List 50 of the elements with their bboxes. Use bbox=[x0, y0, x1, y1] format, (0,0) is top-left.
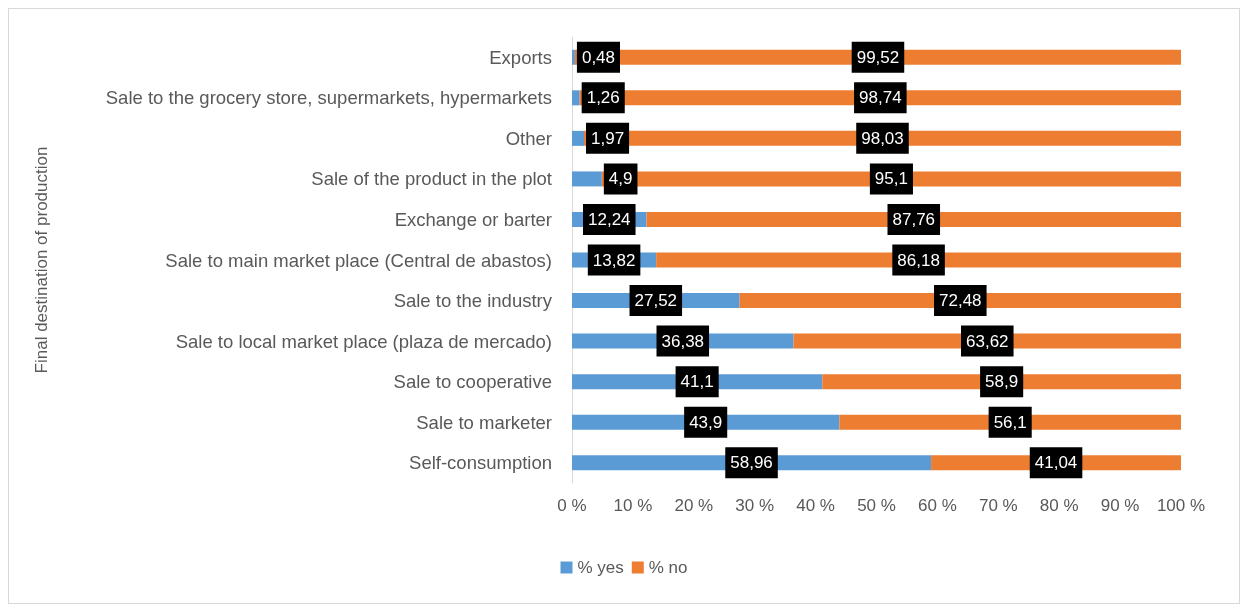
data-label: 99,52 bbox=[856, 47, 900, 67]
data-label: 43,9 bbox=[689, 412, 723, 432]
data-label: 72,48 bbox=[939, 291, 982, 311]
data-label: 58,9 bbox=[985, 372, 1019, 392]
y-tick-label: Exports bbox=[489, 46, 552, 68]
x-tick-label: 30 % bbox=[735, 496, 775, 515]
y-tick-label: Sale to the grocery store, supermarkets, hypermarkets bbox=[105, 87, 552, 109]
data-label: 12,24 bbox=[588, 209, 631, 229]
data-label: 98,74 bbox=[859, 88, 902, 108]
data-label: 56,1 bbox=[993, 412, 1027, 432]
bar bbox=[572, 90, 580, 106]
legend-label: % yes bbox=[577, 558, 624, 577]
y-tick-label: Sale to cooperative bbox=[393, 371, 552, 393]
data-label: 87,76 bbox=[892, 209, 936, 229]
y-tick-label: Exchange or barter bbox=[394, 208, 552, 230]
data-label: 0,48 bbox=[581, 47, 616, 67]
data-label: 27,52 bbox=[634, 291, 678, 311]
bar bbox=[572, 130, 584, 146]
data-label: 13,82 bbox=[592, 250, 636, 270]
data-label: 41,1 bbox=[680, 372, 714, 392]
data-label: 98,03 bbox=[861, 128, 904, 148]
y-tick-label: Sale to the industry bbox=[393, 290, 553, 312]
legend-label: % no bbox=[648, 558, 688, 577]
y-tick-label: Sale of the product in the plot bbox=[311, 168, 552, 190]
data-label: 41,04 bbox=[1034, 453, 1078, 473]
data-label: 86,18 bbox=[897, 250, 940, 270]
x-tick-label: 60 % bbox=[918, 496, 957, 515]
y-tick-label: Other bbox=[505, 127, 552, 149]
data-label: 4,9 bbox=[608, 169, 633, 189]
x-tick-label: 90 % bbox=[1100, 496, 1140, 515]
x-tick-label: 80 % bbox=[1039, 496, 1079, 515]
y-axis-title: Final destination of production bbox=[32, 146, 51, 374]
x-tick-label: 10 % bbox=[613, 496, 653, 515]
data-label: 63,62 bbox=[966, 331, 1009, 351]
x-tick-label: 100 % bbox=[1156, 496, 1206, 515]
x-tick-label: 40 % bbox=[796, 496, 835, 515]
y-tick-label: Sale to main market place (Central de abastos) bbox=[165, 249, 552, 271]
y-tick-label: Self-consumption bbox=[409, 452, 552, 474]
x-tick-label: 20 % bbox=[674, 496, 714, 515]
y-tick-label: Sale to marketer bbox=[416, 411, 552, 433]
data-label: 1,26 bbox=[586, 88, 620, 108]
x-tick-label: 70 % bbox=[978, 496, 1018, 515]
y-tick-label: Sale to local market place (plaza de mercado) bbox=[175, 330, 552, 352]
data-label: 1,97 bbox=[591, 128, 625, 148]
data-label: 95,1 bbox=[874, 169, 908, 189]
data-label: 36,38 bbox=[661, 331, 705, 351]
data-label: 58,96 bbox=[730, 453, 773, 473]
x-tick-label: 50 % bbox=[857, 496, 896, 515]
bar bbox=[572, 49, 575, 65]
x-tick-label: 0 % bbox=[557, 496, 587, 515]
